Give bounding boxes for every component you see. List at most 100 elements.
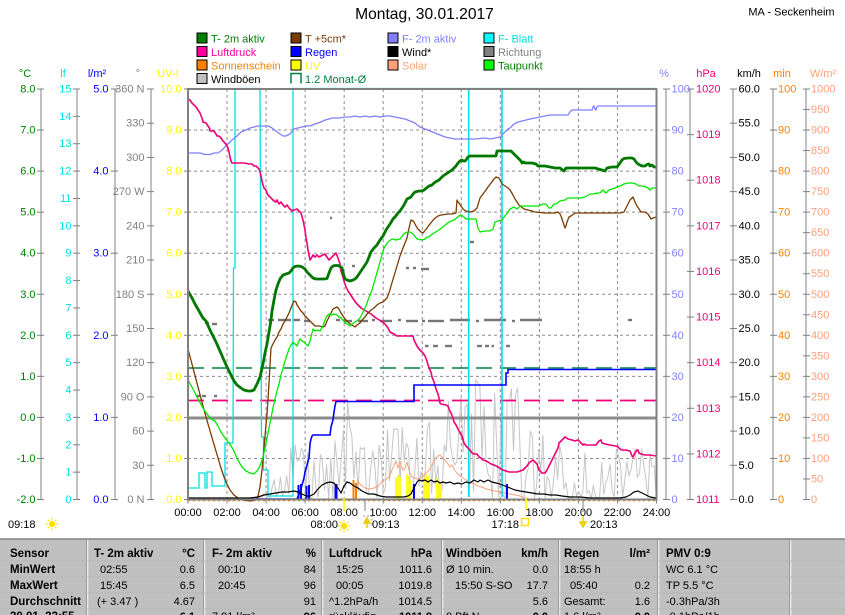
svg-text:84: 84 [304,564,316,576]
svg-text:30.0: 30.0 [739,289,760,301]
svg-text:0.0: 0.0 [635,611,650,615]
svg-text:4.0: 4.0 [166,330,181,342]
svg-text:4.67: 4.67 [174,596,195,608]
svg-text:02:55: 02:55 [100,564,128,576]
svg-text:20:45: 20:45 [218,580,246,592]
svg-text:5.0: 5.0 [739,460,754,472]
svg-text:50.0: 50.0 [739,152,760,164]
svg-text:15.0: 15.0 [739,391,760,403]
svg-text:3.0: 3.0 [166,371,181,383]
svg-text:17.7: 17.7 [527,580,548,592]
svg-text:6.5: 6.5 [180,580,195,592]
svg-text:0 N: 0 N [127,494,144,506]
svg-text:80: 80 [672,166,684,178]
svg-text:UV: UV [305,61,321,73]
svg-text:1.0: 1.0 [20,371,35,383]
svg-text:0.0: 0.0 [533,611,548,615]
svg-text:3.0: 3.0 [20,289,35,301]
svg-text:10.0: 10.0 [160,84,181,96]
svg-text:08:00: 08:00 [330,507,358,519]
svg-text:5.0: 5.0 [166,289,181,301]
svg-text:100: 100 [778,84,796,96]
svg-text:750: 750 [811,186,829,198]
svg-text:hPa: hPa [411,548,433,560]
svg-text:MA - Seckenheim: MA - Seckenheim [748,7,834,19]
svg-text:0: 0 [672,494,678,506]
svg-text:270 W: 270 W [113,186,145,198]
svg-text:09:18: 09:18 [8,519,36,531]
svg-text:3.0: 3.0 [93,248,108,260]
svg-text:950: 950 [811,104,829,116]
svg-text:5.0: 5.0 [93,84,108,96]
svg-text:96: 96 [304,611,316,615]
svg-text:25.0: 25.0 [739,323,760,335]
svg-text:1014: 1014 [696,357,720,369]
svg-text:min: min [773,68,791,80]
svg-text:16:00: 16:00 [487,507,515,519]
svg-text:5.6: 5.6 [533,596,548,608]
svg-text:°C: °C [182,548,195,560]
svg-text:Windböen: Windböen [211,74,261,86]
svg-text:0: 0 [65,494,71,506]
svg-text:450: 450 [811,309,829,321]
svg-text:100: 100 [811,453,829,465]
svg-text:06:00: 06:00 [291,507,319,519]
svg-text:9: 9 [65,248,71,260]
svg-text:-0.3hPa/3h: -0.3hPa/3h [666,596,720,608]
svg-text:4.0: 4.0 [93,166,108,178]
svg-text:90: 90 [672,125,684,137]
svg-text:90: 90 [778,125,790,137]
svg-text:-1.0: -1.0 [17,453,36,465]
svg-text:250: 250 [811,391,829,403]
svg-text:Ø 10 min.: Ø 10 min. [446,564,494,576]
svg-text:2: 2 [65,439,71,451]
svg-text:1019.8: 1019.8 [398,580,432,592]
svg-text:6.0: 6.0 [166,248,181,260]
svg-text:900: 900 [811,125,829,137]
svg-text:14: 14 [59,111,71,123]
svg-text:00:10: 00:10 [218,564,246,576]
svg-text:14:00: 14:00 [448,507,476,519]
svg-text:MinWert: MinWert [10,564,55,576]
svg-text:km/h: km/h [521,548,548,560]
svg-text:MaxWert: MaxWert [10,580,58,592]
svg-text:150: 150 [811,432,829,444]
svg-text:30.01. 23:55: 30.01. 23:55 [10,611,75,615]
svg-text:22:00: 22:00 [604,507,632,519]
svg-text:20:00: 20:00 [565,507,593,519]
svg-text:°C: °C [19,68,31,80]
svg-text:1.2 Monat-Ø: 1.2 Monat-Ø [305,74,367,86]
svg-text:1000: 1000 [811,84,835,96]
svg-text:0.0: 0.0 [93,494,108,506]
svg-text:350: 350 [811,350,829,362]
svg-text:2.0: 2.0 [93,330,108,342]
svg-text:0: 0 [811,494,817,506]
svg-text:0: 0 [778,494,784,506]
svg-text:%: % [306,548,316,560]
svg-text:WC 6.1 °C: WC 6.1 °C [666,564,718,576]
svg-text:80: 80 [778,166,790,178]
svg-text:6.0: 6.0 [20,166,35,178]
svg-text:8.0: 8.0 [166,166,181,178]
svg-text:0.6: 0.6 [180,564,195,576]
svg-text:850: 850 [811,145,829,157]
svg-text:0 Bft N: 0 Bft N [446,611,480,615]
svg-text:8.0: 8.0 [20,84,35,96]
svg-text:Solar: Solar [402,61,428,73]
svg-text:2.0: 2.0 [20,330,35,342]
svg-text:TP 5.5 °C: TP 5.5 °C [666,580,714,592]
svg-text:1011.6: 1011.6 [399,564,432,576]
svg-text:0.0: 0.0 [533,564,548,576]
svg-text:11: 11 [60,193,71,205]
svg-text:-2.0: -2.0 [17,494,36,506]
svg-text:10:00: 10:00 [369,507,397,519]
svg-text:1011.8: 1011.8 [399,611,432,615]
svg-text:5.0: 5.0 [20,207,35,219]
svg-text:1.6 l/m²: 1.6 l/m² [564,611,601,615]
svg-text:10: 10 [672,453,684,465]
svg-text:1020: 1020 [696,84,720,96]
svg-text:(+ 3.47 ): (+ 3.47 ) [97,596,138,608]
svg-text:rückläufig: rückläufig [329,611,376,615]
svg-text:Durchschnitt: Durchschnitt [10,596,81,608]
svg-text:Regen: Regen [305,47,337,59]
